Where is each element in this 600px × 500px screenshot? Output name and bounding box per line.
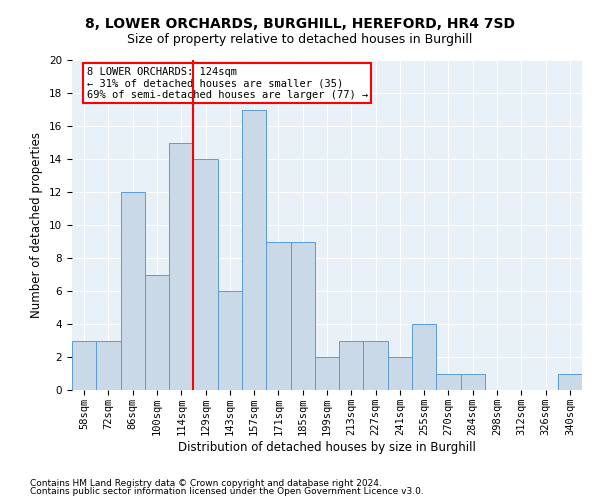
Text: Size of property relative to detached houses in Burghill: Size of property relative to detached ho… [127,32,473,46]
Bar [218,291,242,390]
Bar [364,340,388,390]
Bar [290,242,315,390]
Text: 8, LOWER ORCHARDS, BURGHILL, HEREFORD, HR4 7SD: 8, LOWER ORCHARDS, BURGHILL, HEREFORD, H… [85,18,515,32]
Text: Contains HM Land Registry data © Crown copyright and database right 2024.: Contains HM Land Registry data © Crown c… [30,478,382,488]
X-axis label: Distribution of detached houses by size in Burghill: Distribution of detached houses by size … [178,440,476,454]
Bar [72,340,96,390]
Bar [145,274,169,390]
Bar [315,357,339,390]
Bar [558,374,582,390]
Bar [193,159,218,390]
Bar [461,374,485,390]
Bar [242,110,266,390]
Bar [436,374,461,390]
Bar [121,192,145,390]
Bar [339,340,364,390]
Bar [388,357,412,390]
Bar [96,340,121,390]
Bar [266,242,290,390]
Text: Contains public sector information licensed under the Open Government Licence v3: Contains public sector information licen… [30,487,424,496]
Bar [169,142,193,390]
Text: 8 LOWER ORCHARDS: 124sqm
← 31% of detached houses are smaller (35)
69% of semi-d: 8 LOWER ORCHARDS: 124sqm ← 31% of detach… [86,66,368,100]
Y-axis label: Number of detached properties: Number of detached properties [31,132,43,318]
Bar [412,324,436,390]
